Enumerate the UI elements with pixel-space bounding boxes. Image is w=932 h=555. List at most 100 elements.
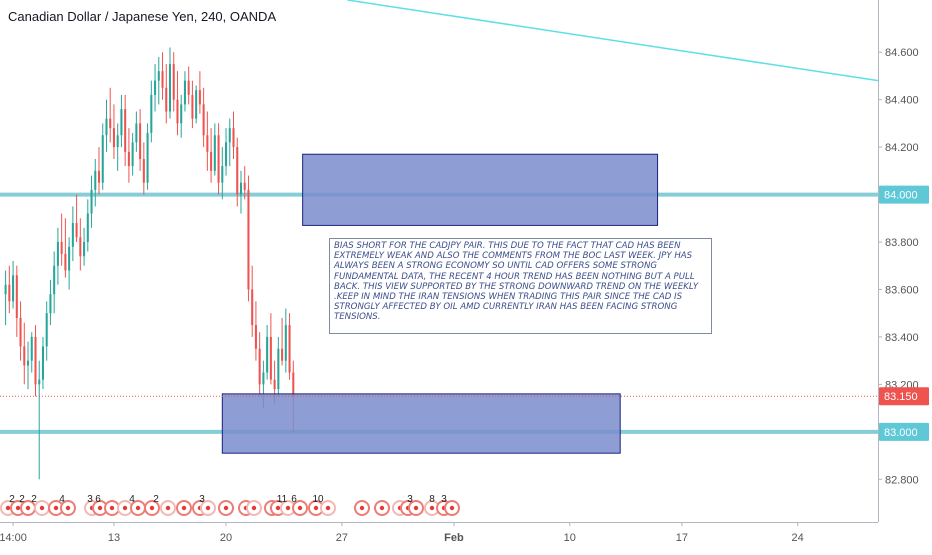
candle-body: [195, 90, 198, 119]
candle: [38, 360, 41, 480]
candle-body: [180, 104, 183, 124]
event-marker-icon[interactable]: [280, 500, 296, 516]
candle: [225, 128, 228, 176]
candle-body: [86, 213, 89, 243]
time-tick-label: 13: [108, 532, 120, 544]
candle-body: [202, 104, 205, 136]
candle: [23, 322, 26, 385]
event-dot: [65, 505, 71, 511]
candle: [161, 52, 164, 100]
event-dot: [379, 505, 385, 511]
candle-body: [19, 317, 22, 347]
event-marker-label: 4: [129, 494, 135, 505]
candle-body: [168, 64, 172, 112]
candle: [56, 227, 59, 285]
candle-body: [79, 237, 82, 257]
candle-body: [183, 80, 186, 105]
candle: [109, 87, 112, 143]
price-tick-label: 82.800: [885, 474, 919, 486]
candle: [112, 104, 115, 159]
candle-body: [139, 123, 142, 159]
candle: [202, 87, 205, 148]
candle-body: [109, 118, 112, 129]
candle: [258, 332, 261, 397]
candle: [127, 128, 130, 183]
candle: [8, 265, 11, 314]
candle: [251, 265, 254, 337]
time-tick-label: 10: [564, 532, 576, 544]
event-marker-icon[interactable]: [374, 500, 390, 516]
support-zone[interactable]: [221, 393, 621, 454]
event-marker-icon[interactable]: [292, 500, 308, 516]
level-price-badge-text: 84.000: [884, 190, 918, 202]
event-dot: [429, 505, 435, 511]
resistance-zone[interactable]: [302, 153, 659, 226]
candle-body: [210, 151, 213, 171]
event-marker-icon[interactable]: [144, 500, 160, 516]
event-marker-icon[interactable]: [424, 500, 440, 516]
event-marker-label: 6: [291, 494, 297, 505]
candle: [97, 147, 101, 195]
event-dot: [181, 505, 187, 511]
price-tick-label: 84.200: [885, 142, 919, 154]
candle-body: [97, 170, 101, 183]
candle-body: [30, 336, 33, 361]
event-marker-icon[interactable]: [246, 500, 262, 516]
candle-body: [12, 275, 15, 302]
event-marker-icon[interactable]: [60, 500, 76, 516]
time-tick-label: 14:00: [0, 532, 27, 544]
candle: [45, 301, 48, 361]
candle: [150, 80, 153, 143]
candle-body: [49, 294, 52, 314]
event-marker-icon[interactable]: [160, 500, 176, 516]
candle: [217, 123, 220, 195]
event-marker-icon[interactable]: [104, 500, 120, 516]
event-dot: [97, 505, 103, 511]
candle: [195, 85, 198, 124]
candle-body: [94, 170, 97, 190]
event-dot: [325, 505, 331, 511]
price-tick-label: 84.400: [885, 95, 919, 107]
candle: [79, 218, 82, 271]
candle-body: [161, 71, 164, 88]
candle: [34, 325, 37, 397]
event-dot: [285, 505, 291, 511]
event-marker-icon[interactable]: [218, 500, 234, 516]
trendline[interactable]: [347, 0, 879, 82]
candle: [139, 109, 142, 171]
event-marker-label: 6: [95, 494, 101, 505]
candle-body: [150, 94, 153, 133]
event-marker-icon[interactable]: [408, 500, 424, 516]
event-dot: [223, 505, 229, 511]
event-dot: [297, 505, 303, 511]
event-marker-icon[interactable]: [34, 500, 50, 516]
candle-body: [142, 158, 145, 183]
event-marker-label: 2: [9, 494, 15, 505]
event-marker-icon[interactable]: [200, 500, 216, 516]
candle: [187, 66, 190, 105]
candle: [284, 308, 287, 373]
candle: [221, 147, 224, 200]
candle-body: [101, 135, 104, 183]
event-marker-label: 3: [407, 494, 413, 505]
candle-body: [41, 346, 44, 380]
event-marker-icon[interactable]: [444, 500, 460, 516]
event-marker-icon[interactable]: [308, 500, 324, 516]
candle-body: [165, 87, 168, 112]
event-marker-icon[interactable]: [176, 500, 192, 516]
event-dot: [313, 505, 319, 511]
event-marker-icon[interactable]: [354, 500, 370, 516]
candle: [239, 170, 243, 214]
candle-body: [26, 360, 30, 366]
candle: [60, 213, 63, 266]
candle-body: [232, 128, 235, 148]
candle-body: [172, 64, 175, 100]
candle-body: [273, 379, 276, 390]
event-marker-icon[interactable]: [320, 500, 336, 516]
candle-body: [116, 135, 119, 148]
annotation-textbox[interactable]: BIAS SHORT FOR THE CADJPY PAIR. THIS DUE…: [329, 238, 712, 334]
candle: [180, 94, 183, 138]
price-tick-label: 83.600: [885, 284, 919, 296]
